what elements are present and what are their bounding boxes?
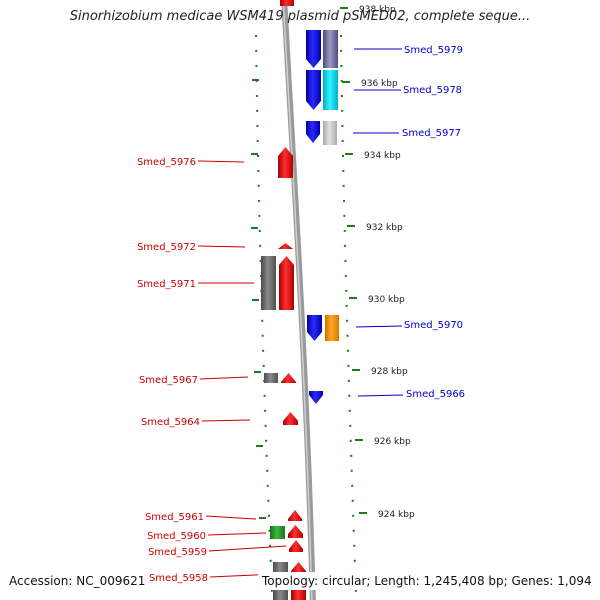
footer-info-bg — [258, 572, 596, 590]
gene-label-right[interactable]: Smed_5977 — [402, 128, 461, 139]
gene-leader-line — [207, 532, 267, 536]
gene-arrow-smed-5960[interactable] — [288, 525, 303, 538]
gene-arrow-smed-5977[interactable] — [306, 121, 320, 143]
gene-arrow-smed-5971[interactable] — [279, 256, 294, 310]
gene-label-right[interactable]: Smed_5966 — [406, 389, 465, 400]
gene-label-left[interactable]: Smed_5961 — [145, 512, 204, 523]
gene-arrow-smed-5972[interactable] — [278, 243, 293, 249]
gene-label-left[interactable]: Smed_5958 — [149, 573, 208, 584]
scale-tick-label: 924 kbp — [378, 510, 415, 520]
gene-label-right[interactable]: Smed_5970 — [404, 320, 463, 331]
gene-leader-line — [205, 515, 257, 520]
gene-leader-line — [355, 325, 403, 328]
gene-arrow-smed-5970[interactable] — [307, 315, 322, 341]
right-dotted-guide — [340, 34, 357, 596]
gene-box-smed-5971-track[interactable] — [261, 256, 276, 310]
tick-layer: 938 kbp 936 kbp 934 kbp 932 kbp 930 kbp 928 k… — [251, 5, 415, 520]
left-dotted-guide — [255, 34, 273, 596]
scale-tick-label: 926 kbp — [374, 437, 411, 447]
gene-label-right[interactable]: Smed_5978 — [403, 85, 462, 96]
gene-leader-line — [197, 245, 246, 248]
gene-arrow-smed-5978[interactable] — [306, 70, 321, 110]
topology-info-text: Topology: circular; Length: 1,245,408 bp… — [262, 574, 592, 588]
scale-tick-label: 930 kbp — [368, 295, 405, 305]
gene-arrow-smed-5964[interactable] — [283, 412, 298, 425]
gene-box-smed-5977-track[interactable] — [323, 121, 337, 145]
gene-leader-line — [197, 160, 245, 163]
gene-arrow-smed-5979[interactable] — [306, 30, 321, 68]
map-title: Sinorhizobium medicae WSM419 plasmid pSM… — [69, 9, 531, 24]
gene-arrow-smed-5967[interactable] — [281, 373, 296, 383]
gene-label-left[interactable]: Smed_5972 — [137, 242, 196, 253]
gene-layer — [261, 0, 339, 600]
gene-label-left[interactable]: Smed_5959 — [148, 547, 207, 558]
gene-leader-line — [357, 394, 404, 397]
gene-leader-line — [201, 419, 251, 422]
gene-label-left[interactable]: Smed_5971 — [137, 279, 196, 290]
scale-tick-label: 928 kbp — [371, 367, 408, 377]
scale-tick-label: 938 kbp — [359, 5, 396, 15]
accession-text: Accession: NC_009621 — [9, 574, 146, 588]
gene-label-left[interactable]: Smed_5964 — [141, 417, 200, 428]
scale-tick-label: 932 kbp — [366, 223, 403, 233]
scale-tick-label: 934 kbp — [364, 151, 401, 161]
scale-tick-label: 936 kbp — [361, 79, 398, 89]
gene-label-right[interactable]: Smed_5979 — [404, 45, 463, 56]
gene-box-smed-5960-track[interactable] — [270, 526, 285, 539]
gene-leader-line — [199, 376, 249, 380]
gene-label-left[interactable]: Smed_5976 — [137, 157, 196, 168]
backbone-line — [281, 0, 316, 600]
gene-label-left[interactable]: Smed_5967 — [139, 375, 198, 386]
gene-feature-top[interactable] — [280, 0, 294, 6]
footer-accession-bg — [5, 572, 145, 590]
gene-arrow-smed-5966[interactable] — [309, 391, 323, 404]
gene-box-smed-5979-track[interactable] — [323, 30, 338, 68]
gene-box-smed-5970-track[interactable] — [325, 315, 339, 341]
backbone-highlight — [282, 0, 313, 600]
gene-leader-line — [208, 545, 287, 552]
gene-arrow-smed-5976[interactable] — [278, 147, 293, 178]
gene-label-left[interactable]: Smed_5960 — [147, 531, 206, 542]
label-layer: Smed_5979 Smed_5978 Smed_5977 Smed_5970 Smed… — [137, 45, 465, 584]
gene-box-smed-5978-track[interactable] — [323, 70, 338, 110]
gene-arrow-smed-5959[interactable] — [289, 540, 303, 552]
gene-arrow-smed-5961[interactable] — [288, 510, 302, 521]
gene-box-smed-5967-track[interactable] — [264, 373, 278, 383]
